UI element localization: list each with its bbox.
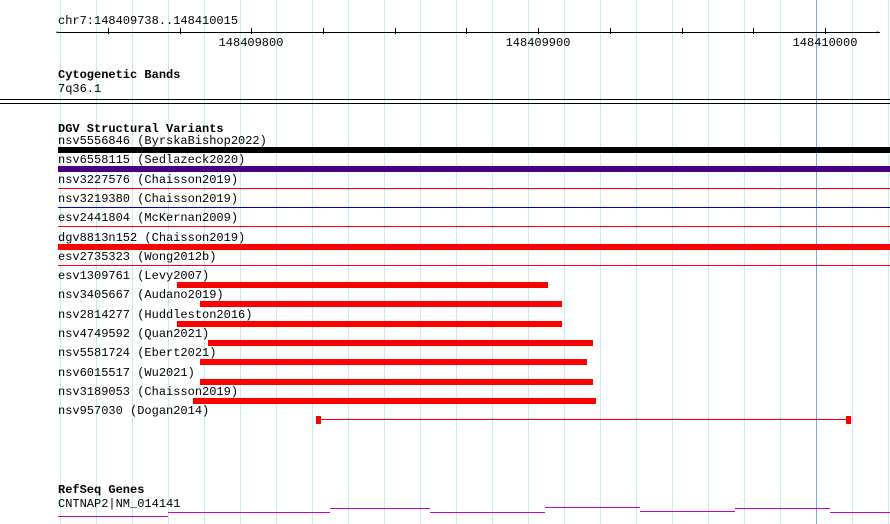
grid-line [744,0,745,524]
ruler-minor-tick [323,28,324,34]
variant-track-label: nsv5556846 (ByrskaBishop2022) [58,134,267,148]
variant-track-label: dgv8813n152 (Chaisson2019) [58,231,245,245]
variant-bar[interactable] [177,282,548,288]
variant-track-label: nsv3219380 (Chaisson2019) [58,192,238,206]
gene-exon-intron-segment[interactable] [430,512,440,513]
gene-exon-intron-segment[interactable] [735,508,745,509]
gene-exon-intron-segment[interactable] [640,511,650,512]
gene-exon-intron-segment[interactable] [440,512,545,513]
variant-track-label: nsv3227576 (Chaisson2019) [58,173,238,187]
gene-exon-intron-segment[interactable] [330,508,340,509]
variant-line[interactable] [58,265,890,266]
variant-track-label: nsv3405667 (Audano2019) [58,288,224,302]
variant-bar[interactable] [58,147,890,153]
variant-track-label: nsv2814277 (Huddleston2016) [58,308,252,322]
grid-line [852,0,853,524]
variant-track-label: nsv6558115 (Sedlazeck2020) [58,153,245,167]
variant-track-label: nsv957030 (Dogan2014) [58,404,209,418]
gene-exon-intron-segment[interactable] [830,512,840,513]
grid-line [384,0,385,524]
variant-bar[interactable] [208,340,593,346]
cytogenetic-bands-title: Cytogenetic Bands [58,68,180,82]
gene-exon-intron-segment[interactable] [545,507,555,508]
ruler-major-tick [251,28,252,34]
grid-line [888,0,889,524]
grid-line [672,0,673,524]
variant-endpoint-right[interactable] [846,416,851,424]
variant-line[interactable] [58,188,890,189]
variant-endpoint-left[interactable] [316,416,321,424]
variant-bar[interactable] [200,301,562,307]
variant-track-label: nsv6015517 (Wu2021) [58,366,195,380]
gene-exon-intron-segment[interactable] [168,512,178,513]
ruler-arrow-right: → [872,26,879,38]
variant-track-label: nsv4749592 (Quan2021) [58,327,209,341]
variant-track-label: esv1309761 (Levy2007) [58,269,209,283]
grid-line [600,0,601,524]
refseq-section-title: RefSeq Genes [58,483,144,497]
genome-browser-view: chr7:148409738..148410015 ← → 1484098001… [0,0,890,524]
variant-bar[interactable] [58,166,890,172]
grid-line [240,0,241,524]
grid-line [276,0,277,524]
ruler-minor-tick [753,28,754,34]
ruler-minor-tick [108,28,109,34]
gene-exon-intron-segment[interactable] [745,508,830,509]
ruler-tick-label: 148409800 [219,36,284,50]
gene-exon-intron-segment[interactable] [178,512,330,513]
grid-line [528,0,529,524]
grid-line [312,0,313,524]
grid-line [348,0,349,524]
grid-line [492,0,493,524]
divider-line-1 [0,99,890,100]
variant-span-line[interactable] [318,419,848,420]
ruler-major-tick [825,28,826,34]
ruler-major-tick [538,28,539,34]
grid-line [456,0,457,524]
variant-bar[interactable] [58,244,890,250]
gene-exon-intron-segment[interactable] [340,508,430,509]
variant-track-label: nsv3189053 (Chaisson2019) [58,385,238,399]
divider-line-2 [0,103,890,104]
ruler-tick-label: 148410000 [793,36,858,50]
grid-line [564,0,565,524]
genome-coordinate-label: chr7:148409738..148410015 [58,14,238,28]
variant-bar[interactable] [200,359,587,365]
variant-track-label: nsv5581724 (Ebert2021) [58,346,216,360]
ruler-minor-tick [466,28,467,34]
grid-line [708,0,709,524]
cytogenetic-bands-value: 7q36.1 [58,82,101,96]
grid-line [636,0,637,524]
grid-line [816,0,817,524]
variant-line[interactable] [58,226,890,227]
variant-bar[interactable] [193,398,596,404]
grid-line [420,0,421,524]
variant-track-label: esv2735323 (Wong2012b) [58,250,216,264]
ruler-axis-line [58,32,880,33]
gene-exon-intron-segment[interactable] [840,512,890,513]
gene-exon-intron-segment[interactable] [58,516,168,517]
refseq-gene-label: CNTNAP2|NM_014141 [58,497,180,511]
ruler-tick-label: 148409900 [506,36,571,50]
ruler-minor-tick [610,28,611,34]
gene-exon-intron-segment[interactable] [650,511,735,512]
variant-bar[interactable] [177,321,562,327]
ruler-minor-tick [682,28,683,34]
variant-track-label: esv2441804 (McKernan2009) [58,211,238,225]
ruler-minor-tick [395,28,396,34]
gene-exon-intron-segment[interactable] [555,507,640,508]
variant-bar[interactable] [200,379,593,385]
variant-line[interactable] [58,207,890,208]
ruler-minor-tick [180,28,181,34]
grid-line [780,0,781,524]
